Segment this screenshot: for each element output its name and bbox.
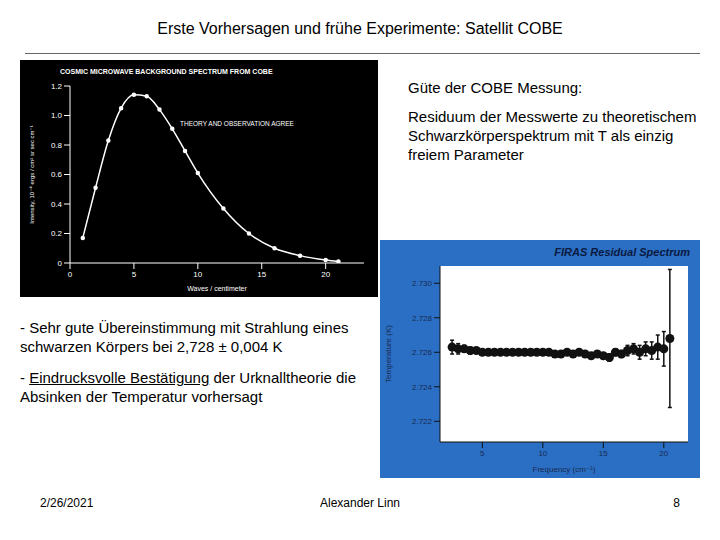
svg-text:0.8: 0.8: [51, 141, 63, 150]
svg-text:2.726: 2.726: [412, 348, 433, 357]
svg-text:10: 10: [538, 449, 547, 458]
html-text:Güte der COBE Messung:: Güte der COBE Messung:: [408, 79, 583, 96]
html-text:Erste Vorhersagen und frühe Ex: Erste Vorhersagen und frühe Experimente:…: [157, 20, 563, 37]
html-text:2/26/2021: 2/26/2021: [40, 496, 94, 510]
svg-text:2.728: 2.728: [412, 314, 433, 323]
svg-text:20: 20: [659, 449, 668, 458]
svg-text:1.2: 1.2: [51, 82, 63, 91]
html-text:Alexander Linn: Alexander Linn: [320, 496, 400, 510]
svg-text:0.4: 0.4: [51, 200, 63, 209]
html-text:Residuum der Messwerte zu theo: Residuum der Messwerte zu theoretischem …: [408, 108, 697, 163]
svg-text:5: 5: [132, 270, 137, 279]
svg-text:15: 15: [599, 449, 608, 458]
svg-text:2.722: 2.722: [412, 417, 433, 426]
svg-text:0: 0: [58, 259, 63, 268]
svg-text:0.6: 0.6: [51, 170, 63, 179]
svg-text:5: 5: [480, 449, 485, 458]
svg-text:0: 0: [68, 270, 73, 279]
svg-text:Frequency (cm⁻¹): Frequency (cm⁻¹): [533, 465, 596, 474]
html-text:- Sehr gute Übereinstimmung mi: - Sehr gute Übereinstimmung mit Strahlun…: [20, 319, 349, 355]
svg-text:2.730: 2.730: [412, 279, 433, 288]
svg-text:0.2: 0.2: [51, 229, 63, 238]
html-text:FIRAS Residual Spectrum: FIRAS Residual Spectrum: [554, 246, 690, 258]
svg-text:2.724: 2.724: [412, 383, 433, 392]
html-text:- Eindrucksvolle Bestätigung d: - Eindrucksvolle Bestätigung der Urknall…: [20, 369, 356, 405]
svg-text:20: 20: [321, 270, 330, 279]
svg-text:Temperature (K): Temperature (K): [384, 325, 393, 383]
svg-text:15: 15: [257, 270, 266, 279]
html-text:8: 8: [673, 496, 680, 510]
html-text:COSMIC MICROWAVE BACKGROUND SP: COSMIC MICROWAVE BACKGROUND SPECTRUM FRO…: [60, 68, 273, 75]
svg-text:1.0: 1.0: [51, 111, 63, 120]
svg-text:10: 10: [193, 270, 202, 279]
svg-text:Intensity, 10⁻⁴ ergs / cm² sr: Intensity, 10⁻⁴ ergs / cm² sr sec cm⁻¹: [29, 125, 35, 224]
html-text:THEORY AND OBSERVATION AGREE: THEORY AND OBSERVATION AGREE: [180, 120, 294, 127]
svg-text:Waves / centimeter: Waves / centimeter: [187, 285, 247, 292]
